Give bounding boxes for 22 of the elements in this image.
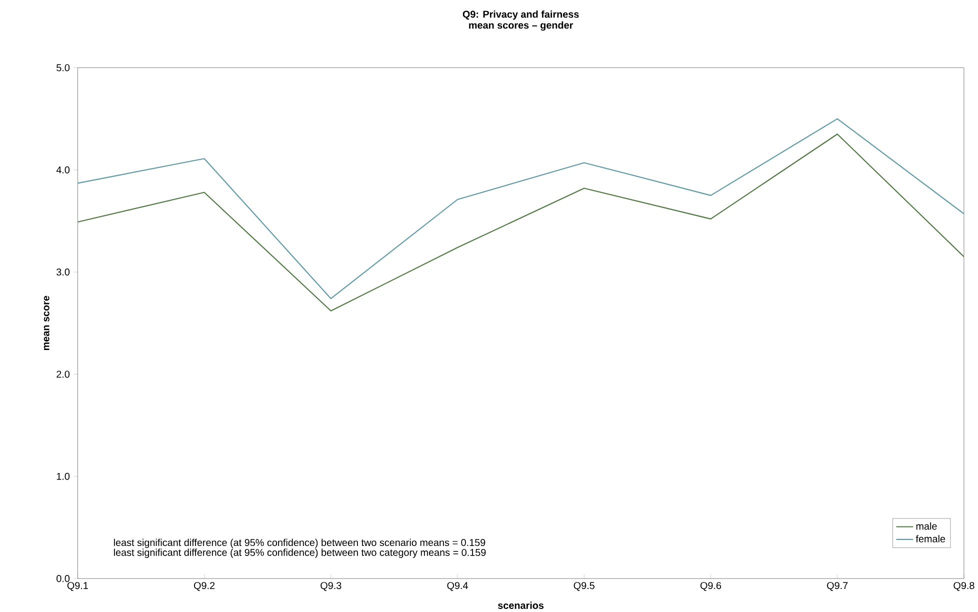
legend-label: male — [916, 522, 937, 530]
x-tick-label: Q9.1 — [67, 582, 88, 591]
y-tick-label: 4.0 — [56, 166, 70, 174]
legend-label: female — [916, 534, 946, 542]
y-tick-label: 2.0 — [56, 370, 70, 378]
x-tick-label: Q9.2 — [194, 582, 215, 591]
annotation: least significant difference (at 95% confidence) between two category means = 0.159 — [114, 548, 486, 558]
x-tick-label: Q9.3 — [320, 582, 342, 591]
y-tick-label: 0.0 — [56, 574, 70, 582]
x-axis-title: scenarios — [498, 602, 544, 609]
chart-subtitle: mean scores – gender — [469, 21, 574, 31]
y-tick-label: 1.0 — [56, 472, 70, 480]
x-tick-label: Q9.6 — [700, 582, 722, 591]
x-tick-label: Q9.5 — [574, 582, 594, 591]
annotation: least significant difference (at 95% confidence) between two scenario means = 0.159 — [114, 538, 486, 548]
x-tick-label: Q9.8 — [954, 582, 974, 591]
x-tick-label: Q9.7 — [827, 582, 848, 591]
y-tick-label: 5.0 — [56, 64, 70, 72]
y-axis-title: mean score — [44, 296, 50, 350]
chart-title: Q9: Privacy and fairness — [462, 10, 579, 20]
x-tick-label: Q9.4 — [447, 582, 468, 591]
y-tick-label: 3.0 — [56, 268, 70, 276]
